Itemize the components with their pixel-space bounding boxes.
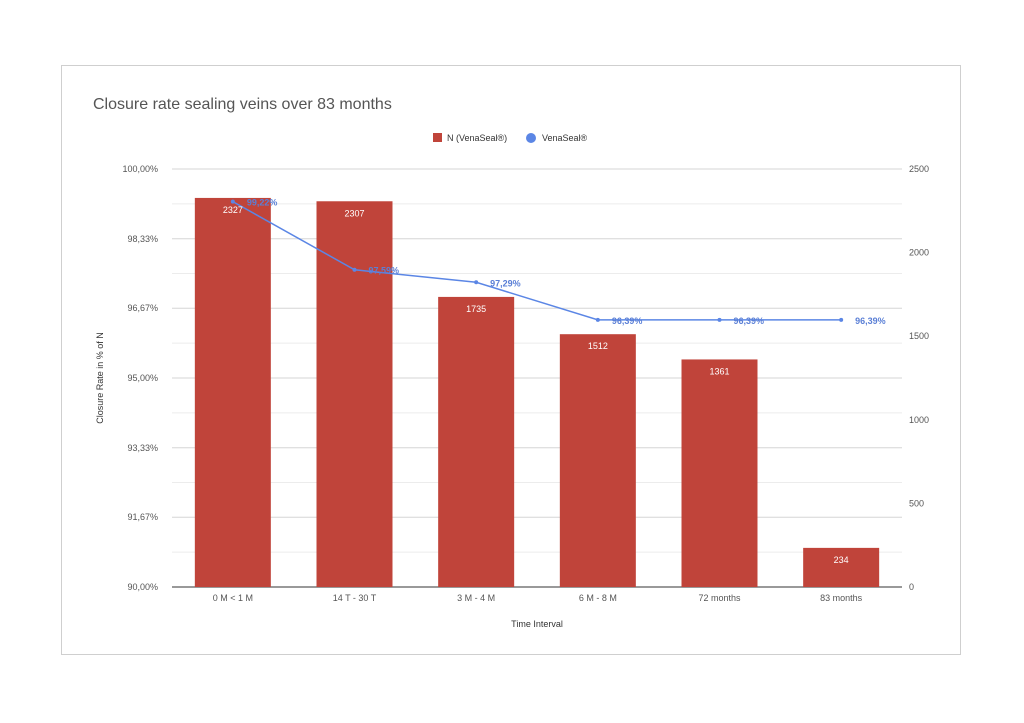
bar [559,334,636,587]
bar-value-label: 1735 [466,304,486,314]
line-value-label: 96,39% [855,316,886,326]
legend-swatch-bar [433,133,442,142]
left-tick-label: 100,00% [122,164,158,174]
line-value-label: 97,59% [369,266,400,276]
chart-title: Closure rate sealing veins over 83 month… [93,96,392,113]
line-value-label: 96,39% [612,316,643,326]
x-tick-label: 0 M < 1 M [213,593,253,603]
line-point [717,317,722,322]
y-axis-title: Closure Rate in % of N [95,332,105,424]
bar-value-label: 2307 [344,208,364,218]
legend-label-bar: N (VenaSeal®) [447,133,507,143]
bar [803,547,880,587]
left-tick-label: 90,00% [127,582,158,592]
bar-value-label: 2327 [223,205,243,215]
line-point [474,280,479,285]
left-tick-label: 91,67% [127,512,158,522]
bar-value-label: 1361 [709,366,729,376]
chart-frame: Closure rate sealing veins over 83 month… [61,65,961,655]
bar [681,359,758,587]
x-tick-label: 6 M - 8 M [579,593,617,603]
left-tick-label: 98,33% [127,234,158,244]
legend-swatch-line [526,133,536,143]
right-tick-label: 1500 [909,331,929,341]
left-tick-label: 95,00% [127,373,158,383]
line-value-label: 99,22% [247,198,278,208]
x-tick-label: 83 months [820,593,863,603]
x-tick-label: 72 months [698,593,741,603]
line-point [595,317,600,322]
bar-value-label: 234 [834,555,849,565]
right-tick-label: 1000 [909,415,929,425]
line-point [839,317,844,322]
line-point [352,267,357,272]
x-tick-label: 3 M - 4 M [457,593,495,603]
bar [316,201,393,588]
bar-value-label: 1512 [588,341,608,351]
left-tick-label: 96,67% [127,303,158,313]
bar [438,296,515,587]
right-tick-label: 0 [909,582,914,592]
x-axis-title: Time Interval [511,619,563,629]
bar [194,197,271,587]
right-tick-label: 2000 [909,248,929,258]
right-tick-label: 500 [909,498,924,508]
chart-svg: 90,00% 91,67% 93,33% 95,00% 96,67% 98,33% 100,… [95,133,929,629]
left-tick-label: 93,33% [127,443,158,453]
series-line [232,200,842,321]
x-tick-label: 14 T - 30 T [333,593,377,603]
legend-label-line: VenaSeal® [542,133,588,143]
line-value-label: 96,39% [734,316,765,326]
line-value-label: 97,29% [490,278,521,288]
right-tick-label: 2500 [909,164,929,174]
line-point [230,199,235,204]
